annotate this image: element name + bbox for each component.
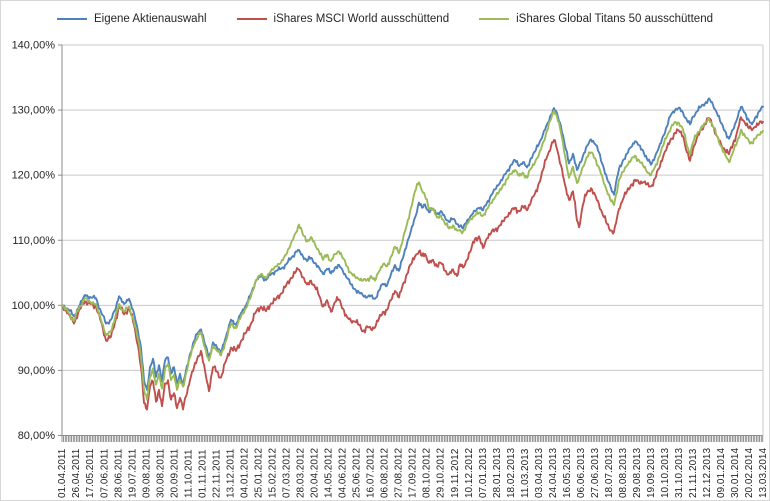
legend-label: iShares Global Titans 50 ausschüttend	[516, 13, 713, 25]
svg-text:06.06.2013: 06.06.2013	[576, 448, 587, 498]
svg-text:10.12.2012: 10.12.2012	[464, 448, 475, 498]
svg-text:09.01.2014: 09.01.2014	[716, 448, 727, 498]
svg-text:07.03.2012: 07.03.2012	[282, 448, 293, 498]
svg-text:28.03.2012: 28.03.2012	[296, 448, 307, 498]
svg-text:15.02.2012: 15.02.2012	[268, 448, 279, 498]
legend-line-swatch-blue	[57, 18, 87, 20]
svg-text:09.08.2011: 09.08.2011	[141, 448, 152, 498]
svg-text:21.11.2013: 21.11.2013	[688, 448, 699, 498]
svg-text:20.02.2014: 20.02.2014	[744, 448, 755, 498]
svg-text:11.10.2011: 11.10.2011	[183, 449, 194, 498]
svg-text:140,00%: 140,00%	[12, 40, 56, 52]
svg-text:12.12.2013: 12.12.2013	[702, 448, 713, 498]
svg-text:18.07.2013: 18.07.2013	[604, 448, 615, 498]
svg-text:01.04.2011: 01.04.2011	[57, 448, 68, 498]
legend-label: Eigene Aktienauswahl	[94, 13, 207, 25]
legend-line-swatch-green	[479, 18, 510, 20]
svg-text:30.01.2014: 30.01.2014	[730, 448, 741, 498]
svg-text:17.05.2011: 17.05.2011	[85, 448, 96, 498]
svg-text:10.10.2013: 10.10.2013	[660, 448, 671, 498]
svg-text:16.05.2013: 16.05.2013	[562, 448, 573, 498]
legend-line-swatch-red	[236, 18, 267, 20]
chart-legend: Eigene Aktienauswahl iShares MSCI World …	[1, 13, 769, 25]
svg-text:31.10.2013: 31.10.2013	[674, 448, 685, 498]
svg-text:13.03.2014: 13.03.2014	[758, 448, 769, 498]
svg-text:01.11.2011: 01.11.2011	[197, 449, 208, 498]
svg-text:100,00%: 100,00%	[12, 300, 56, 312]
legend-entry-msci-world: iShares MSCI World ausschüttend	[236, 13, 450, 25]
x-axis-labels: 01.04.2011 26.04.2011 17.05.2011 07.06.2011…	[57, 448, 769, 498]
svg-text:30.08.2011: 30.08.2011	[155, 448, 166, 498]
svg-text:20.09.2011: 20.09.2011	[169, 448, 180, 498]
svg-text:120,00%: 120,00%	[12, 170, 56, 182]
svg-text:110,00%: 110,00%	[12, 235, 55, 247]
svg-text:08.08.2013: 08.08.2013	[618, 448, 629, 498]
svg-text:06.08.2012: 06.08.2012	[380, 448, 391, 498]
svg-text:18.02.2013: 18.02.2013	[506, 448, 517, 498]
legend-entry-eigene-aktienauswahl: Eigene Aktienauswahl	[57, 13, 207, 25]
svg-text:26.04.2011: 26.04.2011	[71, 448, 82, 498]
svg-text:08.10.2012: 08.10.2012	[422, 448, 433, 498]
series-line-msci-world	[61, 116, 764, 411]
series-line-global-titans	[61, 109, 764, 401]
svg-text:130,00%: 130,00%	[12, 105, 56, 117]
y-axis-labels: 140,00% 130,00% 120,00% 110,00% 100,00% 90,00…	[12, 40, 56, 443]
svg-text:80,00%: 80,00%	[18, 430, 56, 442]
legend-label: iShares MSCI World ausschüttend	[273, 13, 450, 25]
svg-text:07.06.2011: 07.06.2011	[99, 448, 110, 498]
svg-text:29.08.2013: 29.08.2013	[632, 448, 643, 498]
x-tick-comb	[61, 436, 764, 442]
svg-text:27.08.2012: 27.08.2012	[394, 448, 405, 498]
svg-text:24.04.2013: 24.04.2013	[548, 448, 559, 498]
svg-text:16.07.2012: 16.07.2012	[366, 448, 377, 498]
series-lines	[61, 97, 764, 411]
svg-text:29.10.2012: 29.10.2012	[436, 448, 447, 498]
svg-text:04.01.2012: 04.01.2012	[240, 448, 251, 498]
svg-text:27.06.2013: 27.06.2013	[590, 448, 601, 498]
legend-entry-global-titans: iShares Global Titans 50 ausschüttend	[479, 13, 713, 25]
series-line-eigene-aktienauswahl	[61, 97, 764, 391]
svg-text:03.04.2013: 03.04.2013	[534, 448, 545, 498]
svg-text:19.11.2012: 19.11.2012	[450, 448, 461, 498]
svg-text:19.09.2013: 19.09.2013	[646, 448, 657, 498]
axes	[58, 44, 764, 436]
svg-text:22.11.2011: 22.11.2011	[211, 449, 222, 498]
svg-text:17.09.2012: 17.09.2012	[408, 448, 419, 498]
svg-text:90,00%: 90,00%	[18, 365, 56, 377]
svg-text:07.01.2013: 07.01.2013	[478, 448, 489, 498]
svg-text:13.12.2011: 13.12.2011	[225, 448, 236, 498]
gridlines	[62, 44, 763, 436]
svg-text:25.01.2012: 25.01.2012	[254, 448, 265, 498]
svg-text:04.06.2012: 04.06.2012	[338, 448, 349, 498]
svg-text:28.01.2013: 28.01.2013	[492, 448, 503, 498]
svg-text:25.06.2012: 25.06.2012	[352, 448, 363, 498]
svg-text:28.06.2011: 28.06.2011	[113, 448, 124, 498]
svg-text:20.04.2012: 20.04.2012	[310, 448, 321, 498]
svg-text:11.03.2013: 11.03.2013	[520, 448, 531, 498]
svg-text:19.07.2011: 19.07.2011	[127, 448, 138, 498]
svg-text:14.05.2012: 14.05.2012	[324, 448, 335, 498]
